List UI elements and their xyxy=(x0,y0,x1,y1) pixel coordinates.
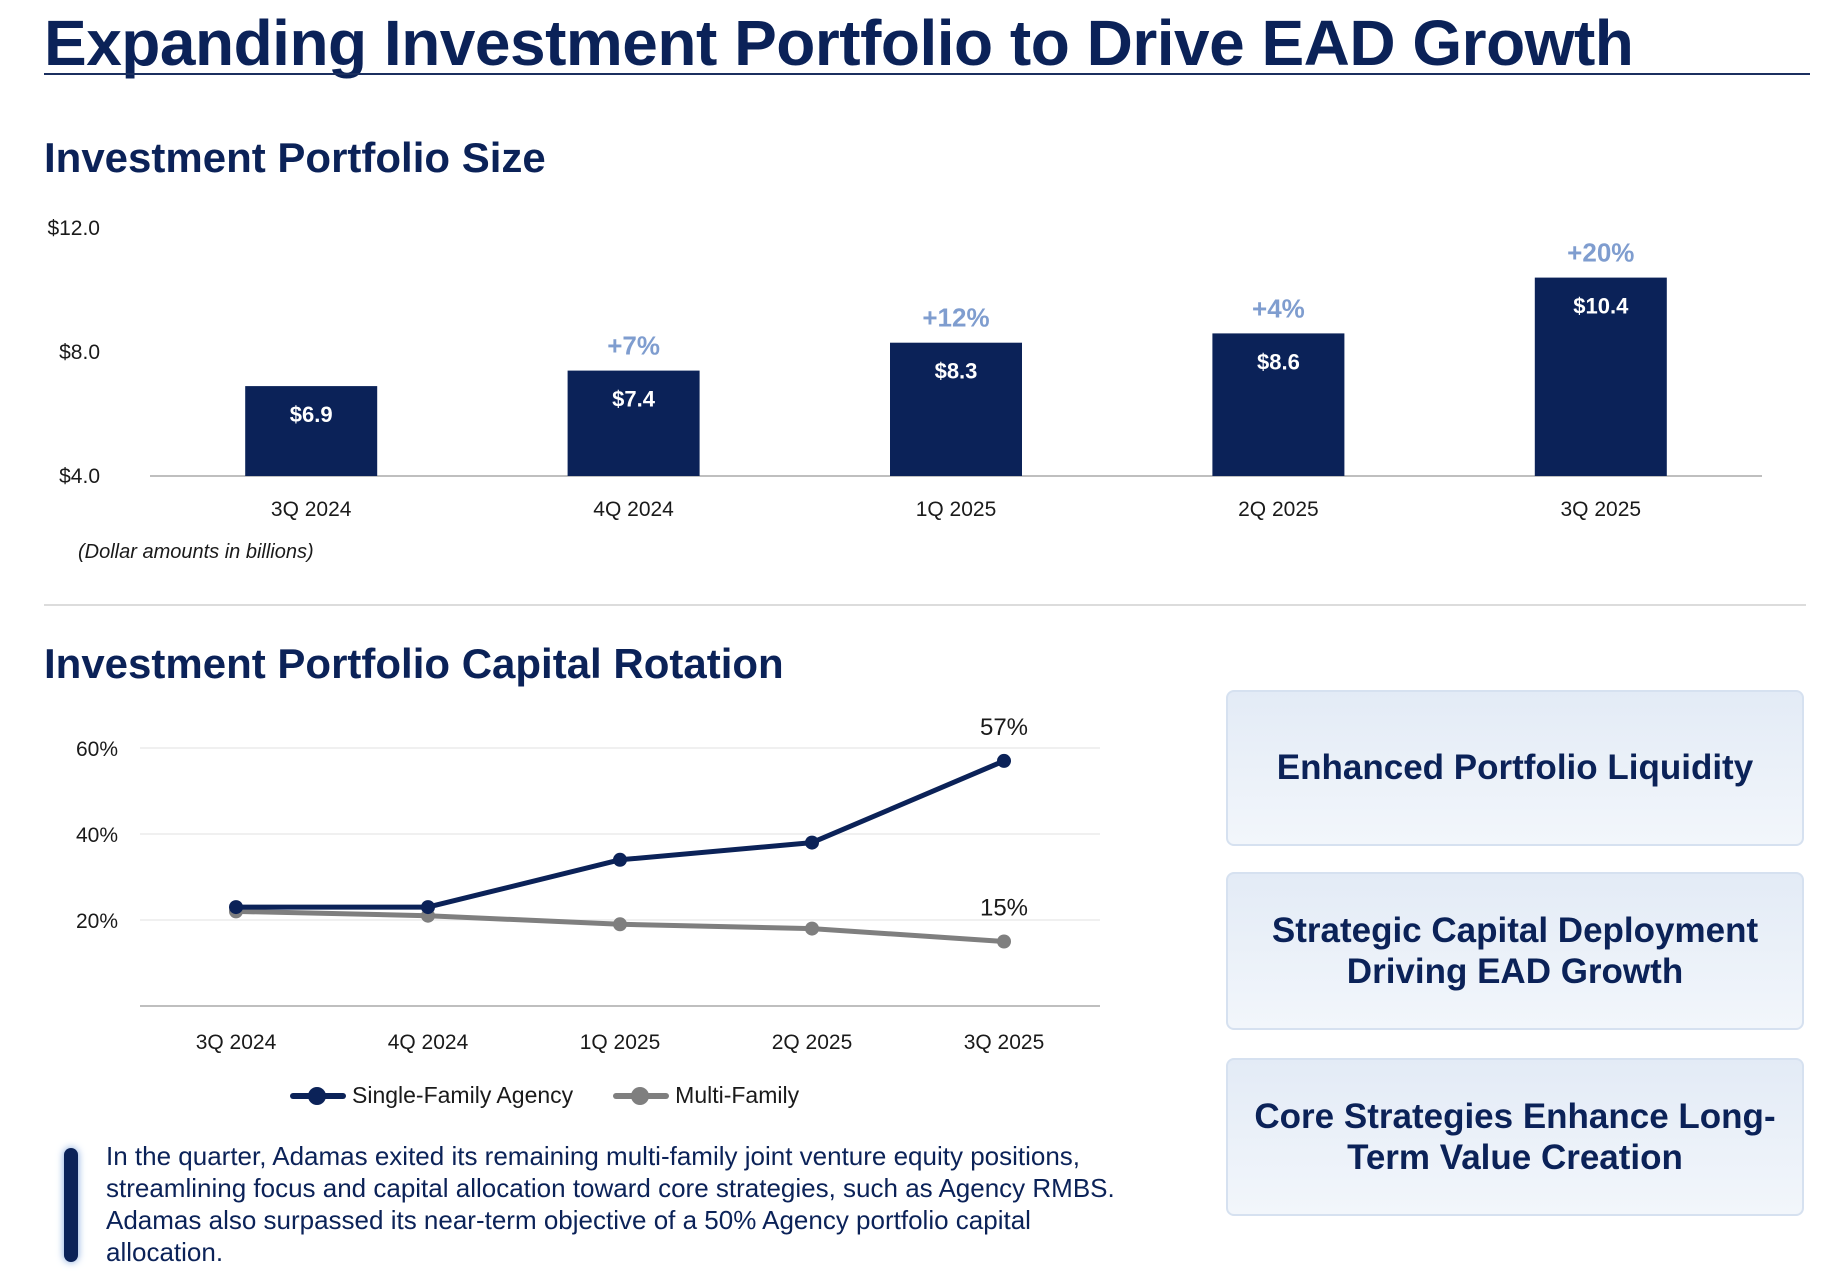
bar-x-tick-label: 1Q 2025 xyxy=(916,498,997,521)
portfolio-size-bar-chart: $4.0 $8.0 $12.0 $6.9 3Q 2024 $7.4 +7% 4Q 2024 $8… xyxy=(47,217,1762,521)
bar-y-tick-label: $4.0 xyxy=(59,465,100,488)
commentary-accent-bar xyxy=(64,1148,78,1262)
bar-y-tick-label: $8.0 xyxy=(59,341,100,364)
series-point-single-family-agency xyxy=(805,835,819,850)
title-rule xyxy=(44,73,1810,75)
line-y-tick-label: 20% xyxy=(76,910,118,933)
bar-growth-label: +4% xyxy=(1252,293,1305,323)
legend-swatch-multi-family xyxy=(613,1086,670,1105)
series-point-multi-family xyxy=(997,934,1011,949)
series-point-multi-family xyxy=(805,921,819,936)
capital-rotation-line-chart: 20% 40% 60% 3Q 2024 4Q 2024 1Q 2025 2Q 2025 3Q … xyxy=(76,714,1100,1054)
series-end-label-multi-family: 15% xyxy=(980,895,1028,922)
legend-label-multi-family: Multi-Family xyxy=(675,1082,800,1108)
bar-value-label: $8.6 xyxy=(1257,349,1300,374)
legend-item-single-family: Single-Family Agency xyxy=(290,1082,573,1109)
line-section-title: Investment Portfolio Capital Rotation xyxy=(44,640,784,687)
bar-4q-2024 xyxy=(567,370,700,476)
legend-swatch-single-family xyxy=(290,1086,346,1105)
bar-x-tick-label: 4Q 2024 xyxy=(593,498,674,521)
line-x-tick-label: 1Q 2025 xyxy=(580,1031,661,1054)
bar-y-tick-label: $12.0 xyxy=(47,217,100,240)
bar-value-label: $7.4 xyxy=(612,387,656,412)
bar-x-tick-label: 2Q 2025 xyxy=(1238,498,1319,521)
page-title: Expanding Investment Portfolio to Drive … xyxy=(44,7,1634,79)
bar-growth-label: +20% xyxy=(1567,238,1634,268)
bar-2q-2025 xyxy=(1212,333,1345,476)
commentary-text: In the quarter, Adamas exited its remain… xyxy=(106,1141,1115,1267)
series-end-label-single-family-agency: 57% xyxy=(980,714,1028,741)
bar-section-title: Investment Portfolio Size xyxy=(44,134,546,181)
dollar-note: (Dollar amounts in billions) xyxy=(78,541,314,563)
line-x-tick-label: 4Q 2024 xyxy=(388,1031,469,1054)
bar-1q-2025 xyxy=(890,342,1022,476)
callout-core-strategies: Core Strategies Enhance Long-Term Value … xyxy=(1226,1058,1804,1216)
bar-x-tick-label: 3Q 2024 xyxy=(271,498,352,521)
series-point-single-family-agency xyxy=(613,852,627,867)
callout-liquidity: Enhanced Portfolio Liquidity xyxy=(1226,690,1804,846)
bar-3q-2025 xyxy=(1534,277,1667,476)
callout-capital-deployment: Strategic Capital Deployment Driving EAD… xyxy=(1226,872,1804,1030)
section-divider xyxy=(44,604,1806,606)
line-x-tick-label: 3Q 2024 xyxy=(196,1031,277,1054)
legend-label-single-family: Single-Family Agency xyxy=(352,1082,574,1108)
series-point-multi-family xyxy=(613,917,627,932)
series-point-single-family-agency xyxy=(229,900,243,915)
bar-value-label: $8.3 xyxy=(935,359,978,384)
line-chart-legend: Single-Family Agency Multi-Family xyxy=(290,1082,799,1109)
legend-item-multi-family: Multi-Family xyxy=(613,1082,799,1109)
series-point-single-family-agency xyxy=(421,900,435,915)
line-y-tick-label: 40% xyxy=(76,824,118,847)
line-x-tick-label: 3Q 2025 xyxy=(964,1031,1045,1054)
bar-value-label: $6.9 xyxy=(290,402,333,427)
line-y-tick-label: 60% xyxy=(76,738,118,761)
bar-growth-label: +7% xyxy=(607,331,660,361)
line-x-tick-label: 2Q 2025 xyxy=(772,1031,853,1054)
series-point-single-family-agency xyxy=(997,753,1011,768)
bar-value-label: $10.4 xyxy=(1573,294,1629,319)
bar-growth-label: +12% xyxy=(922,303,989,333)
bar-3q-2024 xyxy=(245,386,378,476)
bar-x-tick-label: 3Q 2025 xyxy=(1561,498,1642,521)
